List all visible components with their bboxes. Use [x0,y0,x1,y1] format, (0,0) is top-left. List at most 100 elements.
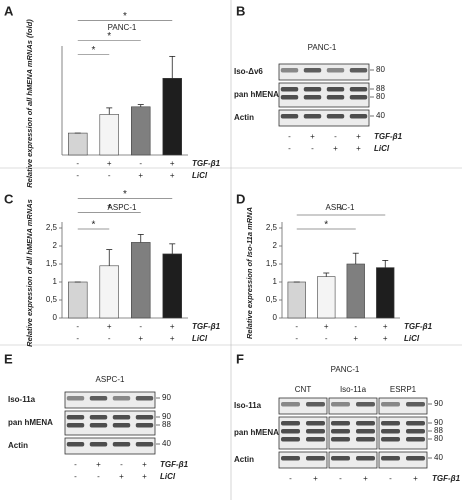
band [381,402,400,407]
band [349,68,368,73]
band [331,421,350,426]
condition-label: TGF-β1 [160,460,189,469]
marker-label: 90 [162,393,171,402]
marker-label: 80 [434,434,443,443]
y-tick-label: 2 [273,241,278,250]
condition-label: TGF-β1 [192,159,221,168]
condition-sign: - [295,334,298,343]
significance-label: * [123,11,127,22]
band [281,429,300,434]
y-tick-label: 1 [53,277,58,286]
condition-sign: + [142,460,147,469]
condition-label: TGF-β1 [192,322,221,331]
condition-sign: - [325,334,328,343]
bar [131,106,151,156]
band [66,423,85,428]
condition-sign: + [107,322,112,331]
condition-sign: - [295,322,298,331]
band [280,95,299,100]
band [306,437,325,442]
condition-sign: - [354,322,357,331]
y-tick-label: 1,5 [46,259,58,268]
condition-sign: + [138,334,143,343]
row-label: Iso-11a [8,395,36,404]
band [356,437,375,442]
marker-label: 80 [376,65,385,74]
condition-sign: + [310,132,315,141]
blot-box [278,63,370,81]
band [331,429,350,434]
panel-letter: E [4,351,13,366]
marker-label: 40 [434,453,443,462]
y-tick-label: 0 [273,313,278,322]
panel-letter: A [4,3,14,18]
band [135,442,154,447]
condition-label: TGF-β1 [374,132,403,141]
condition-sign: + [107,159,112,168]
band [303,68,322,73]
condition-sign: + [170,334,175,343]
group-label: CNT [295,385,312,394]
condition-sign: - [120,460,123,469]
bar [99,265,120,319]
row-label: Iso-Δv6 [234,67,263,76]
blot-box [64,437,156,455]
chart-title: ASPC-1 [108,203,137,212]
y-tick-label: 2,5 [266,223,278,232]
condition-sign: - [108,334,111,343]
condition-sign: + [170,171,175,180]
condition-sign: - [74,472,77,481]
condition-label: TGF-β1 [432,474,461,483]
condition-label: LiCl [404,334,420,343]
row-label: Iso-11a [234,401,262,410]
condition-sign: - [76,171,79,180]
band [280,87,299,92]
chart-title: ASPC-1 [326,203,355,212]
significance-label: * [324,220,328,231]
band [303,87,322,92]
band [406,421,425,426]
y-tick-label: 1 [273,277,278,286]
y-axis-label: Relative expression of Iso-11a mRNA [245,207,254,339]
marker-label: 88 [376,84,385,93]
bar [162,77,183,156]
band [326,68,345,73]
row-label: pan hMENA [8,418,53,427]
condition-label: LiCl [192,171,208,180]
bar [346,263,365,319]
band [280,114,299,119]
panel-letter: D [236,191,245,206]
condition-sign: - [76,322,79,331]
band [66,442,85,447]
group-label: Iso-11a [340,385,367,394]
significance-label: * [92,220,96,231]
row-label: pan hMENA [234,428,279,437]
y-tick-label: 0,5 [266,295,278,304]
condition-sign: + [356,144,361,153]
marker-label: 88 [162,420,171,429]
condition-sign: - [339,474,342,483]
bar [68,281,88,319]
condition-sign: + [353,334,358,343]
condition-sign: - [311,144,314,153]
significance-label: * [92,45,96,56]
marker-label: 88 [434,426,443,435]
condition-sign: + [170,159,175,168]
band [356,456,375,461]
significance-label: * [123,189,127,200]
band [280,68,299,73]
blot-box [278,109,370,127]
band [303,95,322,100]
blot-title: PANC-1 [308,43,337,52]
band [112,396,131,401]
band [89,396,108,401]
bar [99,114,120,156]
band [306,402,325,407]
y-tick-label: 2 [53,241,58,250]
y-axis-label: Relative expression of all hMENA mRNAs [25,199,34,347]
band [281,456,300,461]
band [326,114,345,119]
band [66,396,85,401]
band [406,437,425,442]
